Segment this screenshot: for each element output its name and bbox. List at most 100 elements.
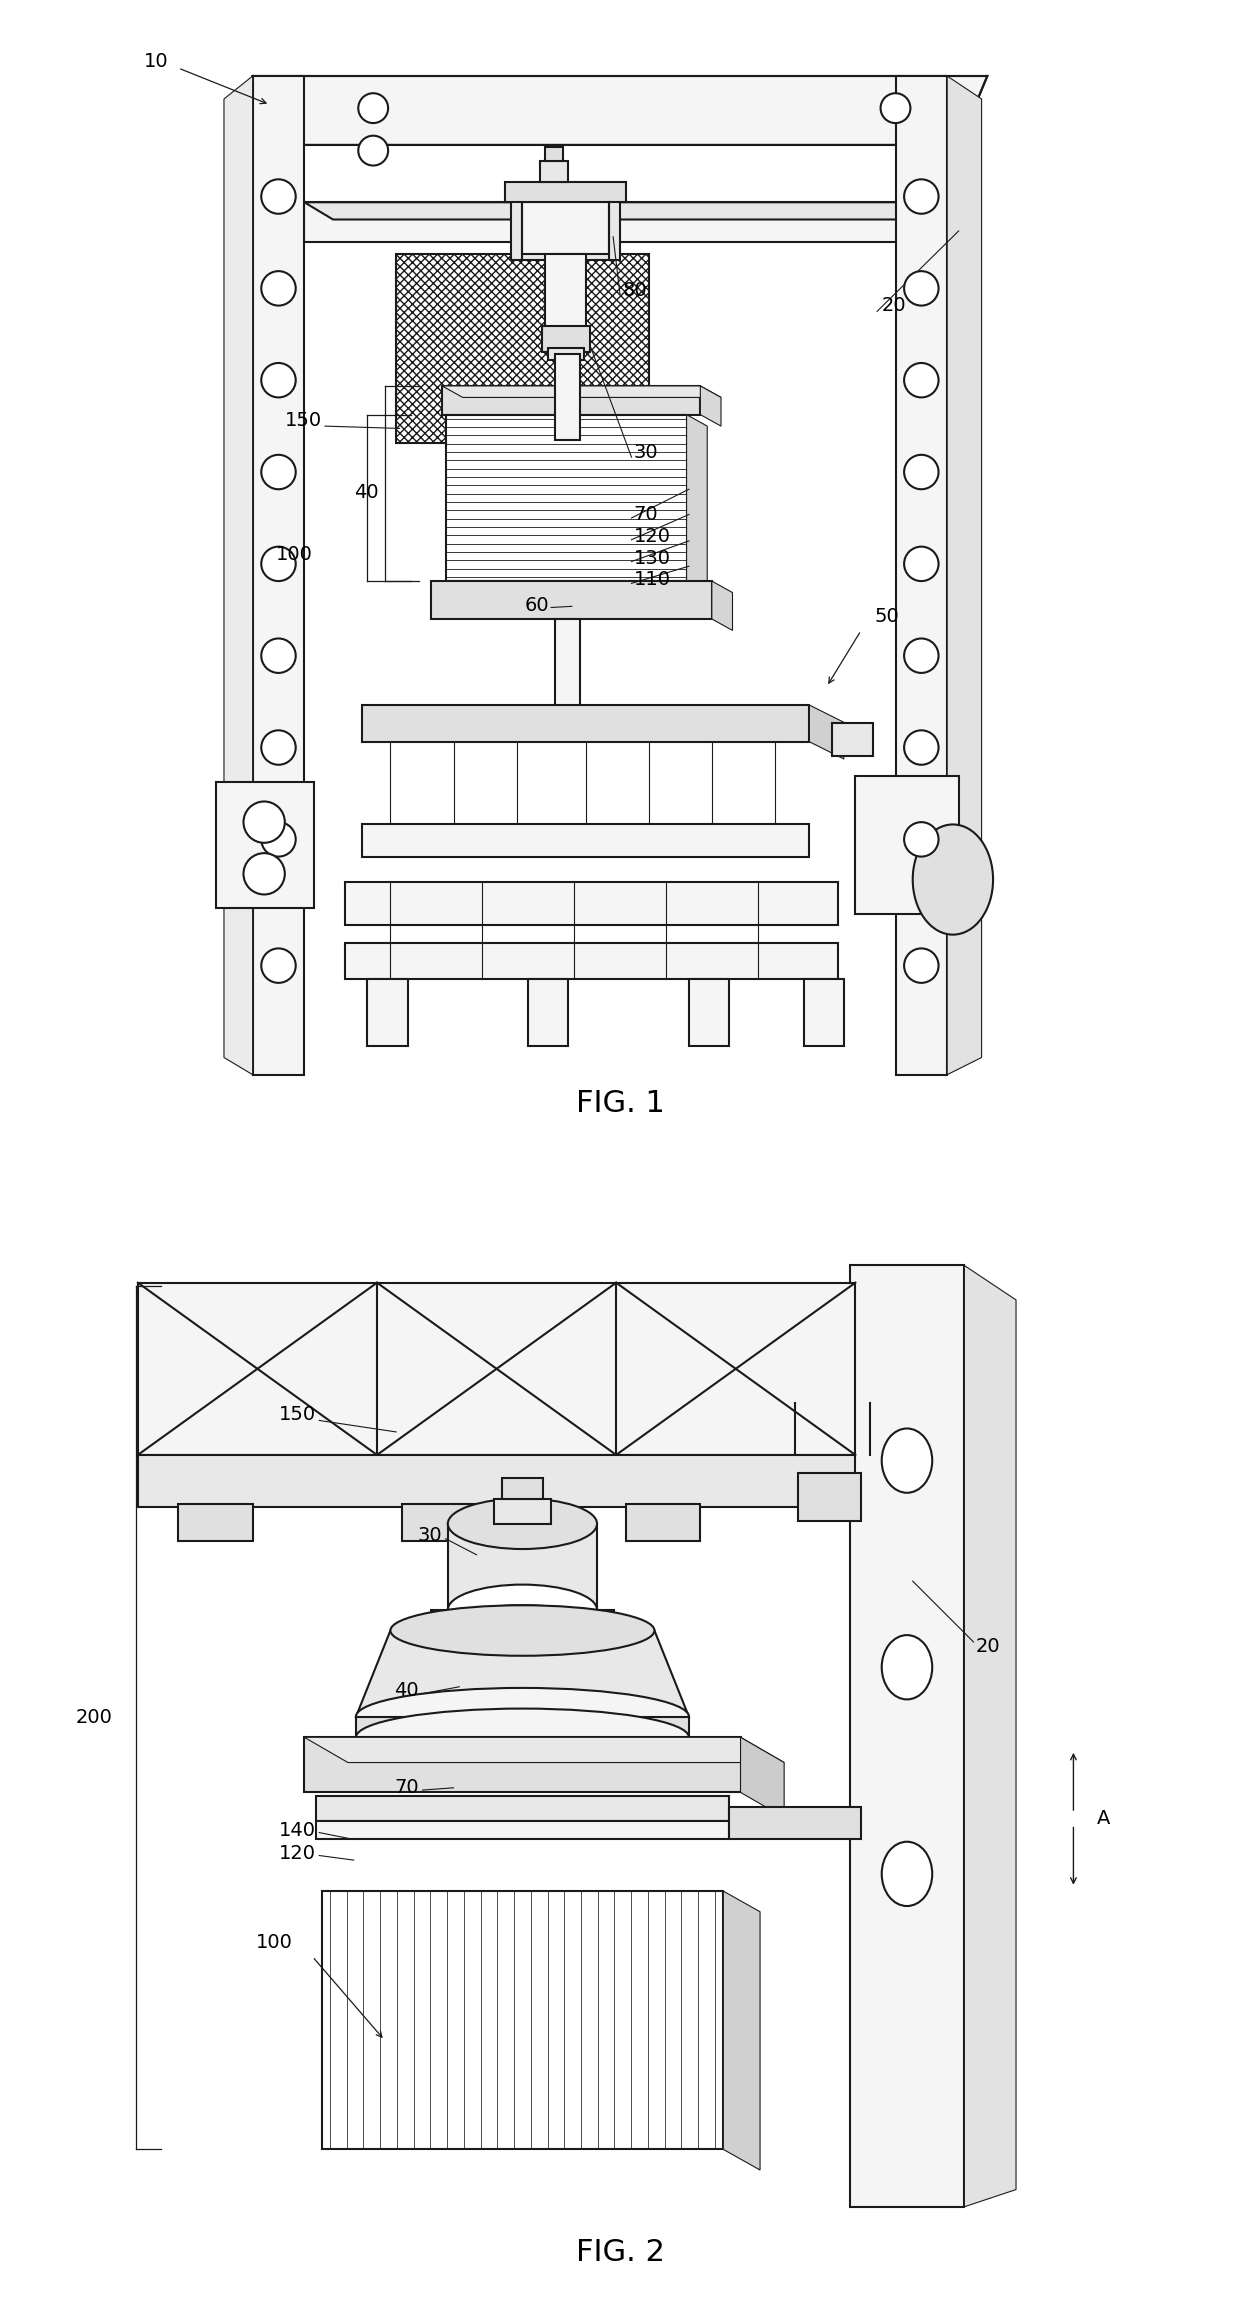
Circle shape: [904, 179, 939, 214]
Polygon shape: [224, 76, 253, 1074]
Bar: [316, 1822, 729, 1840]
Circle shape: [262, 179, 295, 214]
Text: 50: 50: [875, 607, 899, 626]
Circle shape: [358, 94, 388, 124]
Circle shape: [262, 948, 295, 982]
Bar: [321, 1891, 723, 2150]
Polygon shape: [712, 582, 733, 630]
Circle shape: [262, 455, 295, 490]
Circle shape: [358, 136, 388, 166]
Ellipse shape: [391, 1605, 655, 1656]
Ellipse shape: [430, 1605, 614, 1656]
Bar: [316, 1796, 729, 1822]
Polygon shape: [701, 386, 720, 426]
Polygon shape: [947, 76, 982, 1074]
Text: FIG. 2: FIG. 2: [575, 2238, 665, 2268]
Circle shape: [880, 94, 910, 124]
Text: 150: 150: [279, 1405, 316, 1424]
Circle shape: [904, 455, 939, 490]
Circle shape: [262, 821, 295, 856]
Bar: [626, 1504, 701, 1541]
Bar: [216, 782, 314, 908]
Text: 20: 20: [976, 1638, 1001, 1656]
Ellipse shape: [356, 1688, 689, 1746]
Text: 40: 40: [394, 1681, 419, 1700]
Polygon shape: [965, 1265, 1016, 2206]
Polygon shape: [740, 1736, 784, 1817]
Circle shape: [904, 821, 939, 856]
Bar: [856, 775, 959, 913]
Text: 10: 10: [144, 51, 169, 71]
Text: 70: 70: [394, 1778, 419, 1796]
Bar: [511, 196, 620, 260]
Bar: [367, 980, 408, 1046]
Bar: [849, 1265, 965, 2206]
Bar: [304, 1736, 740, 1792]
Circle shape: [904, 271, 939, 306]
Polygon shape: [723, 1891, 760, 2169]
Bar: [689, 980, 729, 1046]
Bar: [554, 354, 580, 439]
Text: 130: 130: [634, 550, 671, 568]
Circle shape: [262, 547, 295, 582]
Bar: [494, 1500, 551, 1525]
Polygon shape: [304, 202, 959, 218]
Bar: [362, 706, 810, 743]
Bar: [797, 1474, 861, 1523]
Bar: [832, 724, 873, 757]
Text: 140: 140: [279, 1822, 316, 1840]
Bar: [546, 147, 563, 161]
Bar: [542, 327, 590, 352]
Circle shape: [262, 639, 295, 674]
Text: 40: 40: [355, 483, 379, 501]
Ellipse shape: [913, 823, 993, 934]
Bar: [430, 1610, 614, 1631]
Text: 150: 150: [284, 412, 321, 430]
Bar: [443, 386, 701, 414]
Circle shape: [904, 639, 939, 674]
Bar: [445, 414, 687, 582]
Bar: [528, 980, 568, 1046]
Text: 120: 120: [634, 527, 671, 545]
Text: 30: 30: [634, 444, 658, 462]
Bar: [430, 582, 712, 619]
Circle shape: [262, 271, 295, 306]
Circle shape: [904, 948, 939, 982]
Bar: [179, 1504, 253, 1541]
Bar: [729, 1808, 861, 1840]
Ellipse shape: [882, 1428, 932, 1493]
Bar: [804, 980, 844, 1046]
Bar: [138, 1283, 856, 1456]
Ellipse shape: [882, 1842, 932, 1907]
Bar: [448, 1525, 596, 1610]
Bar: [356, 1716, 689, 1736]
Bar: [253, 76, 304, 1074]
Text: 110: 110: [634, 570, 671, 589]
Polygon shape: [304, 1736, 784, 1762]
Circle shape: [904, 363, 939, 398]
Text: 60: 60: [525, 596, 549, 614]
Ellipse shape: [448, 1585, 596, 1635]
Polygon shape: [810, 706, 844, 759]
Bar: [345, 943, 838, 980]
Polygon shape: [356, 1631, 689, 1716]
Text: A: A: [1096, 1810, 1110, 1829]
Circle shape: [904, 547, 939, 582]
Bar: [502, 1479, 543, 1500]
Bar: [402, 1504, 476, 1541]
Text: 100: 100: [255, 1934, 293, 1953]
Text: 70: 70: [634, 506, 658, 524]
Ellipse shape: [356, 1709, 689, 1766]
Circle shape: [262, 363, 295, 398]
Text: 120: 120: [279, 1845, 316, 1863]
Circle shape: [243, 800, 285, 842]
Text: 30: 30: [418, 1525, 443, 1546]
Ellipse shape: [448, 1500, 596, 1548]
Bar: [522, 202, 609, 253]
Ellipse shape: [882, 1635, 932, 1700]
Bar: [138, 1456, 856, 1507]
Bar: [554, 619, 580, 713]
Text: 200: 200: [76, 1709, 113, 1727]
Polygon shape: [687, 414, 707, 593]
Bar: [505, 182, 626, 202]
